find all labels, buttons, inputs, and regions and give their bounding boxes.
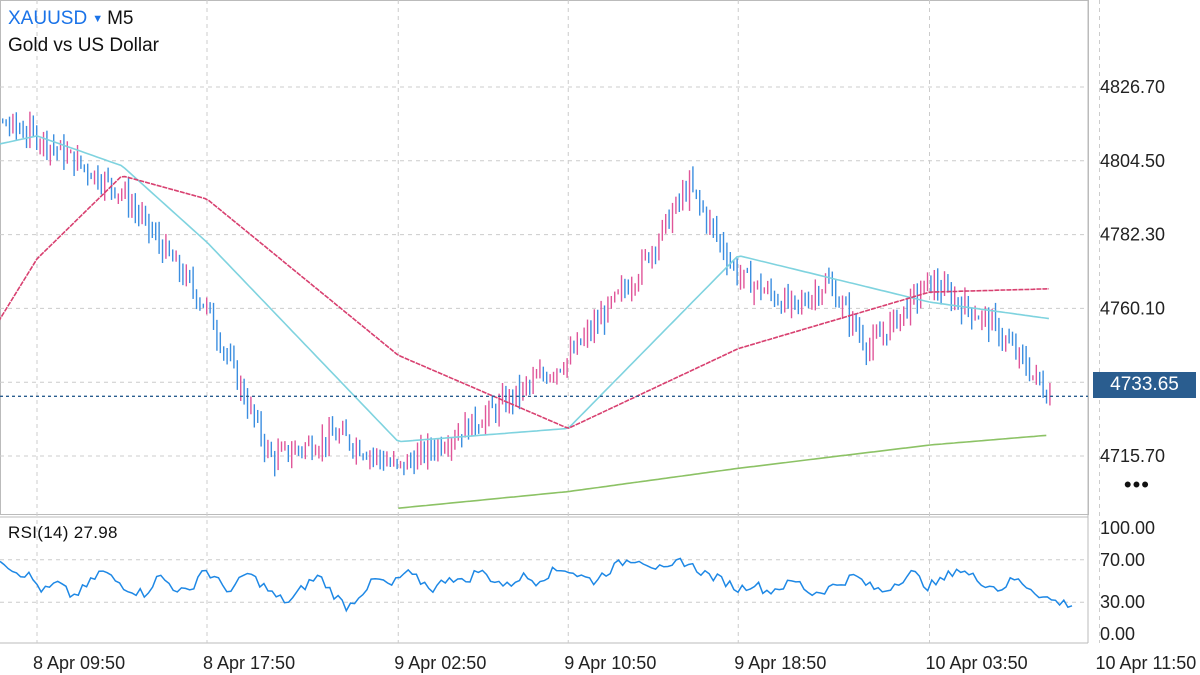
rsi-tick-label: 100.00 <box>1100 518 1155 538</box>
price-tick-label: 4826.70 <box>1100 77 1165 97</box>
moving-average-line <box>0 135 1050 443</box>
time-tick-label: 9 Apr 18:50 <box>734 653 826 673</box>
timeframe-label[interactable]: M5 <box>107 8 134 29</box>
main-panel-frame <box>0 0 1089 515</box>
time-tick-label: 10 Apr 03:50 <box>926 653 1028 673</box>
price-tick-label: 4804.50 <box>1100 151 1165 171</box>
price-tick-label: 4760.10 <box>1100 298 1165 318</box>
rsi-tick-label: 0.00 <box>1100 624 1135 644</box>
rsi-tick-label: 30.00 <box>1100 592 1145 612</box>
price-tick-label: 4715.70 <box>1100 446 1165 466</box>
rsi-panel <box>0 557 1073 613</box>
moving-averages <box>0 135 1050 509</box>
rsi-indicator-label: RSI(14) 27.98 <box>8 523 118 542</box>
time-tick-label: 9 Apr 10:50 <box>564 653 656 673</box>
symbol-header[interactable]: XAUUSD ▼ M5 <box>8 8 133 30</box>
rsi-line <box>0 557 1073 613</box>
time-tick-label: 8 Apr 09:50 <box>33 653 125 673</box>
time-tick-label: 8 Apr 17:50 <box>203 653 295 673</box>
moving-average-line <box>0 175 1049 429</box>
time-tick-label: 9 Apr 02:50 <box>394 653 486 673</box>
axes: 4826.704804.504782.304760.104737.904715.… <box>33 77 1196 673</box>
current-price-tag: 4733.65 <box>1093 372 1196 398</box>
rsi-tick-label: 70.00 <box>1100 550 1145 570</box>
moving-average-line <box>398 434 1047 509</box>
more-dots-icon[interactable]: ••• <box>1123 472 1150 497</box>
time-tick-label: 10 Apr 11:50 <box>1096 653 1197 673</box>
candlestick-series <box>0 108 1051 477</box>
symbol-name[interactable]: XAUUSD <box>8 8 88 29</box>
grid-lines <box>0 0 1100 644</box>
triangle-down-icon[interactable]: ▼ <box>92 13 104 25</box>
price-tick-label: 4782.30 <box>1100 225 1165 245</box>
symbol-description: Gold vs US Dollar <box>8 35 159 56</box>
